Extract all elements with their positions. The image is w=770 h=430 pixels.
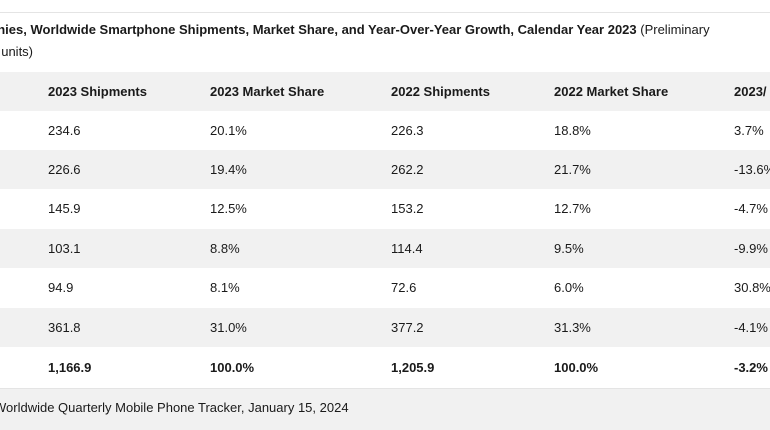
caption-title: anies, Worldwide Smartphone Shipments, M… (0, 19, 710, 41)
total-2022-market-share: 100.0% (554, 360, 599, 375)
cell-2023-shipments: 145.9 (48, 201, 81, 216)
header-2022-market-share: 2022 Market Share (554, 84, 669, 99)
table-row: 103.1 8.8% 114.4 9.5% -9.9% (0, 229, 770, 268)
cell-2022-shipments: 114.4 (391, 241, 423, 256)
cell-2023-shipments: 361.8 (48, 320, 81, 335)
table-total-row: 1,166.9 100.0% 1,205.9 100.0% -3.2% (0, 348, 770, 387)
cell-yoy-growth: -9.9% (734, 241, 768, 256)
cell-2023-shipments: 103.1 (48, 241, 81, 256)
table-row: 234.6 20.1% 226.3 18.8% 3.7% (0, 111, 770, 150)
header-2023-market-share: 2023 Market Share (210, 84, 325, 99)
total-2023-market-share: 100.0% (210, 360, 255, 375)
caption-title-rest: (Preliminary (636, 22, 710, 37)
cell-2023-market-share: 19.4% (210, 162, 247, 177)
cell-yoy-growth: -4.7% (734, 201, 768, 216)
cell-yoy-growth: 3.7% (734, 123, 764, 138)
total-2023-shipments: 1,166.9 (48, 360, 92, 375)
table-row: 94.9 8.1% 72.6 6.0% 30.8% (0, 268, 770, 307)
cell-2022-market-share: 12.7% (554, 201, 591, 216)
cell-2022-shipments: 72.6 (391, 280, 417, 295)
cell-2023-shipments: 226.6 (48, 162, 81, 177)
cell-yoy-growth: 30.8% (734, 280, 770, 295)
source-footnote: Worldwide Quarterly Mobile Phone Tracker… (0, 388, 770, 430)
cell-2022-shipments: 226.3 (391, 123, 424, 138)
cell-2022-market-share: 21.7% (554, 162, 591, 177)
cell-2023-shipments: 234.6 (48, 123, 81, 138)
cell-yoy-growth: -4.1% (734, 320, 768, 335)
cell-2023-market-share: 8.1% (210, 280, 240, 295)
cell-2022-shipments: 262.2 (391, 162, 424, 177)
caption-units: f units) (0, 44, 34, 59)
cell-2023-market-share: 12.5% (210, 201, 247, 216)
cell-2023-market-share: 31.0% (210, 320, 247, 335)
cell-2022-shipments: 153.2 (391, 201, 424, 216)
total-2022-shipments: 1,205.9 (391, 360, 435, 375)
cell-yoy-growth: -13.6% (734, 162, 770, 177)
cell-2022-market-share: 6.0% (554, 280, 584, 295)
cell-2023-shipments: 94.9 (48, 280, 74, 295)
table-row: 145.9 12.5% 153.2 12.7% -4.7% (0, 189, 770, 228)
cell-2022-market-share: 31.3% (554, 320, 591, 335)
total-yoy-growth: -3.2% (734, 360, 768, 375)
cell-2023-market-share: 8.8% (210, 241, 240, 256)
header-2022-shipments: 2022 Shipments (391, 84, 490, 99)
table-header-row: 2023 Shipments 2023 Market Share 2022 Sh… (0, 72, 770, 111)
table-row: 226.6 19.4% 262.2 21.7% -13.6% (0, 150, 770, 189)
cell-2022-shipments: 377.2 (391, 320, 424, 335)
header-yoy-growth: 2023/ (734, 84, 767, 99)
cell-2022-market-share: 9.5% (554, 241, 584, 256)
cell-2023-market-share: 20.1% (210, 123, 247, 138)
cell-2022-market-share: 18.8% (554, 123, 591, 138)
caption-title-bold: anies, Worldwide Smartphone Shipments, M… (0, 22, 637, 37)
table-row: 361.8 31.0% 377.2 31.3% -4.1% (0, 308, 770, 347)
table-caption: anies, Worldwide Smartphone Shipments, M… (0, 12, 770, 72)
header-2023-shipments: 2023 Shipments (48, 84, 147, 99)
source-text: Worldwide Quarterly Mobile Phone Tracker… (0, 400, 349, 415)
